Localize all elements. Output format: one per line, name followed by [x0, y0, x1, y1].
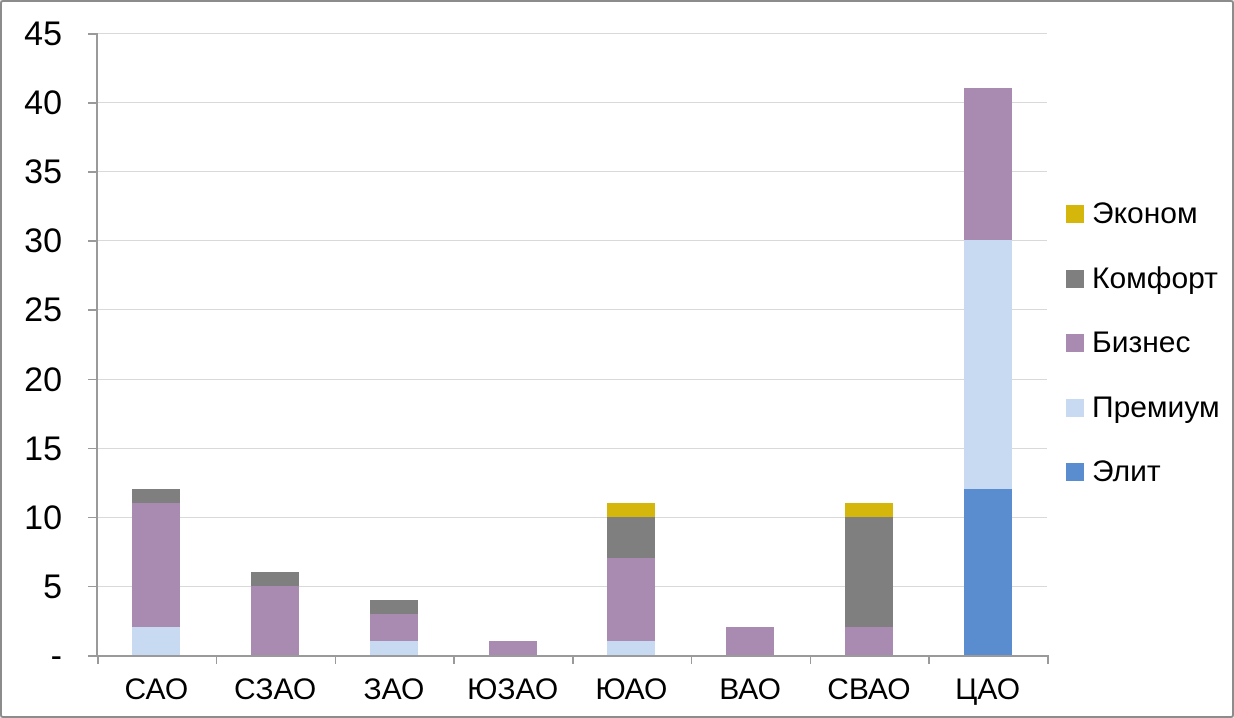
- y-axis-label: 40: [24, 84, 62, 123]
- legend-swatch-Бизнес: [1066, 334, 1084, 352]
- gridline: [97, 240, 1047, 242]
- gridline: [97, 171, 1047, 173]
- legend-item: Комфорт: [1066, 261, 1218, 297]
- legend-label: Премиум: [1092, 390, 1220, 424]
- y-axis-line: [96, 33, 98, 656]
- x-axis-tick: [572, 655, 574, 664]
- legend-item: Бизнес: [1066, 325, 1190, 361]
- y-axis-tick: [88, 516, 97, 519]
- gridline: [97, 585, 1047, 587]
- bar-segment-Бизнес: [369, 613, 418, 642]
- y-axis-tick: [88, 171, 97, 173]
- bar-segment-Премиум: [607, 641, 656, 655]
- x-axis-tick: [928, 655, 930, 664]
- y-axis-label: 25: [24, 291, 62, 330]
- legend-swatch-Комфорт: [1066, 269, 1084, 288]
- legend-label: Бизнес: [1092, 326, 1191, 359]
- legend-item: Эконом: [1066, 196, 1198, 232]
- legend-item: Элит: [1066, 454, 1161, 490]
- legend-label: Комфорт: [1092, 261, 1218, 295]
- x-axis-label: СВАО: [827, 673, 911, 706]
- bar-segment-Премиум: [963, 240, 1012, 490]
- bar-segment-Комфорт: [251, 572, 300, 586]
- y-axis-label: 20: [24, 360, 62, 399]
- y-axis-tick: [88, 33, 97, 35]
- y-axis-label: 10: [24, 498, 62, 537]
- x-axis-label: ЗАО: [363, 673, 425, 706]
- y-axis-tick: [88, 447, 97, 450]
- legend-label: Элит: [1092, 455, 1161, 488]
- legend-swatch-Эконом: [1066, 205, 1084, 223]
- x-axis-line: [88, 655, 1047, 657]
- x-axis-label: ЮЗАО: [467, 673, 559, 706]
- gridline: [97, 102, 1047, 104]
- gridline: [97, 309, 1047, 311]
- bar-segment-Комфорт: [369, 599, 418, 614]
- bar-segment-Бизнес: [844, 627, 893, 655]
- y-axis-label: 5: [43, 567, 62, 606]
- bar-segment-Комфорт: [607, 516, 656, 559]
- legend-swatch-Элит: [1066, 463, 1084, 481]
- bar-segment-Бизнес: [488, 641, 537, 655]
- bar-segment-Эконом: [844, 502, 893, 517]
- bar-segment-Бизнес: [726, 627, 775, 655]
- bar-segment-Комфорт: [132, 489, 181, 503]
- y-axis-tick: [88, 585, 97, 588]
- y-axis-tick: [88, 655, 97, 657]
- legend-item: Премиум: [1066, 390, 1220, 426]
- gridline: [97, 33, 1047, 34]
- y-axis-tick: [88, 309, 97, 311]
- bar-segment-Премиум: [369, 641, 418, 655]
- bar-segment-Бизнес: [607, 558, 656, 642]
- x-axis-tick: [334, 655, 336, 664]
- x-axis-label: САО: [124, 673, 189, 706]
- y-axis-tick: [88, 378, 97, 381]
- bar-segment-Премиум: [132, 627, 181, 655]
- gridline: [97, 447, 1047, 449]
- gridline: [97, 516, 1047, 518]
- x-axis-label: ЦАО: [955, 673, 1021, 706]
- x-axis-tick: [97, 655, 99, 664]
- bar-segment-Комфорт: [844, 516, 893, 628]
- x-axis-tick: [690, 655, 693, 664]
- legend-label: Эконом: [1092, 197, 1198, 230]
- x-axis-label: ЮАО: [595, 673, 668, 706]
- legend-swatch-Премиум: [1066, 398, 1084, 417]
- bar-segment-Бизнес: [132, 502, 181, 628]
- x-axis-tick: [1047, 655, 1049, 664]
- y-axis-label: 45: [24, 15, 62, 53]
- y-axis-label: 15: [24, 429, 62, 468]
- gridline: [97, 378, 1047, 380]
- bar-segment-Бизнес: [251, 585, 300, 655]
- bar-segment-Элит: [963, 489, 1012, 655]
- y-axis-tick: [88, 102, 97, 104]
- bar-segment-Бизнес: [963, 88, 1012, 241]
- y-axis-label: 30: [24, 222, 62, 261]
- bar-segment-Эконом: [607, 502, 656, 517]
- y-axis-label: -: [50, 637, 62, 675]
- x-axis-label: СЗАО: [234, 673, 317, 706]
- x-axis-label: ВАО: [719, 673, 781, 706]
- x-axis-tick: [215, 655, 218, 664]
- y-axis-tick: [88, 240, 97, 242]
- x-axis-tick: [453, 655, 455, 664]
- x-axis-tick: [809, 655, 811, 664]
- y-axis-label: 35: [24, 153, 62, 192]
